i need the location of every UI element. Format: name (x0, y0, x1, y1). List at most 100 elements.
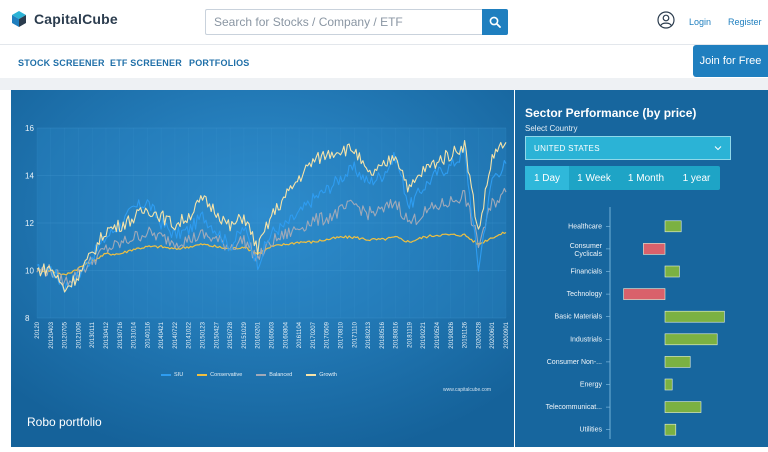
sector-bar[interactable] (643, 243, 666, 255)
sector-label: Technology (567, 291, 603, 298)
sector-label: Consumer Cyclicals (570, 243, 603, 258)
x-tick-label: 20190221 (421, 321, 427, 348)
x-tick-label: 20120705 (63, 321, 69, 348)
x-tick-label: 20200601 (490, 321, 496, 348)
x-tick-label: 20170509 (325, 321, 331, 348)
x-tick-label: 20121009 (76, 321, 82, 348)
x-tick-label: 20161104 (297, 321, 303, 348)
x-tick-label: 20180516 (380, 321, 386, 348)
x-tick-label: 20140116 (145, 321, 151, 348)
brand-name: CapitalCube (34, 11, 118, 27)
divider-band (0, 78, 768, 90)
x-tick-label: 20170810 (338, 321, 344, 348)
x-tick-label: 20120 (35, 321, 41, 338)
performance-chart: 16 14 12 10 8 20120 20120403 20120705 20121009 20… (11, 90, 514, 447)
chevron-down-icon (714, 144, 722, 152)
sector-bar[interactable] (664, 378, 673, 391)
period-tabs: 1 Day 1 Week 1 Month 1 year (525, 166, 720, 190)
y-tick-label: 14 (25, 172, 34, 181)
cube-logo-icon (10, 10, 28, 28)
legend-label: Balanced (269, 372, 293, 378)
sector-bar[interactable] (664, 220, 682, 233)
register-link[interactable]: Register (728, 17, 762, 27)
series-line-siu (36, 148, 507, 293)
x-tick-label: 20150728 (228, 321, 234, 348)
legend-item[interactable]: Growth (306, 372, 337, 378)
sector-label: Financials (570, 269, 602, 276)
legend-swatch (161, 374, 171, 376)
sector-title: Sector Performance (by price) (525, 106, 697, 120)
legend-item[interactable]: SIU (161, 372, 183, 378)
x-tick-label: 20191126 (463, 321, 469, 348)
user-icon[interactable] (657, 11, 675, 29)
chart-title: Robo portfolio (27, 415, 102, 429)
legend-label: SIU (174, 372, 184, 378)
x-tick-label: 20130716 (118, 321, 124, 348)
x-tick-label: 20200901 (504, 321, 510, 348)
search-icon (489, 16, 501, 28)
x-tick-label: 20160201 (256, 321, 262, 348)
main-nav: STOCK SCREENER ETF SCREENER PORTFOLIOS (0, 44, 768, 78)
chart-legend: SIU Conservative Balanced Growth (161, 372, 337, 378)
sector-label: Industrials (570, 336, 602, 343)
sector-bar[interactable] (623, 288, 666, 300)
sector-label: Consumer Non-... (547, 359, 602, 366)
legend-swatch (197, 374, 208, 376)
login-link[interactable]: Login (689, 17, 712, 27)
legend-item[interactable]: Balanced (256, 372, 292, 378)
search-input[interactable] (205, 9, 482, 35)
x-tick-label: 20190524 (435, 321, 441, 348)
x-tick-label: 20140421 (159, 321, 165, 348)
sector-label: Healthcare (568, 223, 602, 230)
x-tick-label: 20130412 (104, 321, 110, 348)
legend-label: Growth (319, 372, 337, 378)
sector-bar[interactable] (664, 333, 718, 346)
sector-bar[interactable] (664, 423, 677, 436)
tab-1-year[interactable]: 1 year (682, 172, 711, 184)
sector-bar[interactable] (664, 310, 725, 323)
brand-logo[interactable]: CapitalCube (10, 10, 118, 28)
legend-label: Conservative (210, 372, 243, 378)
y-tick-label: 8 (25, 314, 30, 323)
x-tick-label: 20150123 (201, 321, 207, 348)
legend-swatch (256, 374, 267, 376)
search-bar (205, 9, 508, 35)
x-tick-label: 20180816 (394, 321, 400, 348)
x-tick-label: 20131014 (132, 321, 138, 348)
legend-item[interactable]: Conservative (197, 372, 242, 378)
sector-bar-chart: Healthcare Consumer Cyclicals Financials Tec… (546, 207, 725, 439)
sector-label: Energy (580, 382, 603, 389)
sector-bar[interactable] (664, 265, 680, 278)
x-tick-label: 20171110 (352, 321, 358, 347)
country-select[interactable]: UNITED STATES (525, 136, 731, 160)
series-line-growth (36, 139, 507, 293)
nav-etf-screener[interactable]: ETF SCREENER (110, 58, 182, 68)
x-tick-label: 20150427 (214, 321, 220, 348)
x-tick-label: 20140722 (173, 321, 179, 348)
x-tick-label: 20160503 (270, 321, 276, 348)
y-tick-label: 12 (25, 219, 34, 228)
search-button[interactable] (482, 9, 508, 35)
tab-1-week[interactable]: 1 Week (577, 172, 611, 184)
nav-stock-screener[interactable]: STOCK SCREENER (18, 58, 105, 68)
x-tick-label: 20151029 (242, 321, 248, 348)
tab-1-day[interactable]: 1 Day (525, 166, 569, 190)
x-tick-label: 20170207 (311, 321, 317, 348)
sector-performance-panel: Sector Performance (by price) Select Cou… (515, 90, 768, 447)
nav-portfolios[interactable]: PORTFOLIOS (189, 58, 250, 68)
join-button[interactable]: Join for Free (693, 45, 768, 77)
sector-bar[interactable] (664, 356, 691, 368)
country-value: UNITED STATES (534, 143, 600, 153)
tab-1-month[interactable]: 1 Month (627, 172, 665, 184)
y-tick-label: 10 (25, 267, 34, 276)
x-tick-label: 20141022 (187, 321, 193, 348)
country-label: Select Country (525, 124, 578, 133)
y-tick-label: 16 (25, 124, 34, 133)
chart-background (11, 90, 514, 447)
sector-bar[interactable] (664, 401, 702, 413)
x-tick-label: 20190826 (449, 321, 455, 348)
x-tick-label: 20130111 (90, 321, 96, 347)
sector-label: Basic Materials (555, 314, 603, 321)
sector-label: Telecommunicat... (546, 404, 602, 411)
x-tick-label: 20181119 (407, 321, 413, 347)
